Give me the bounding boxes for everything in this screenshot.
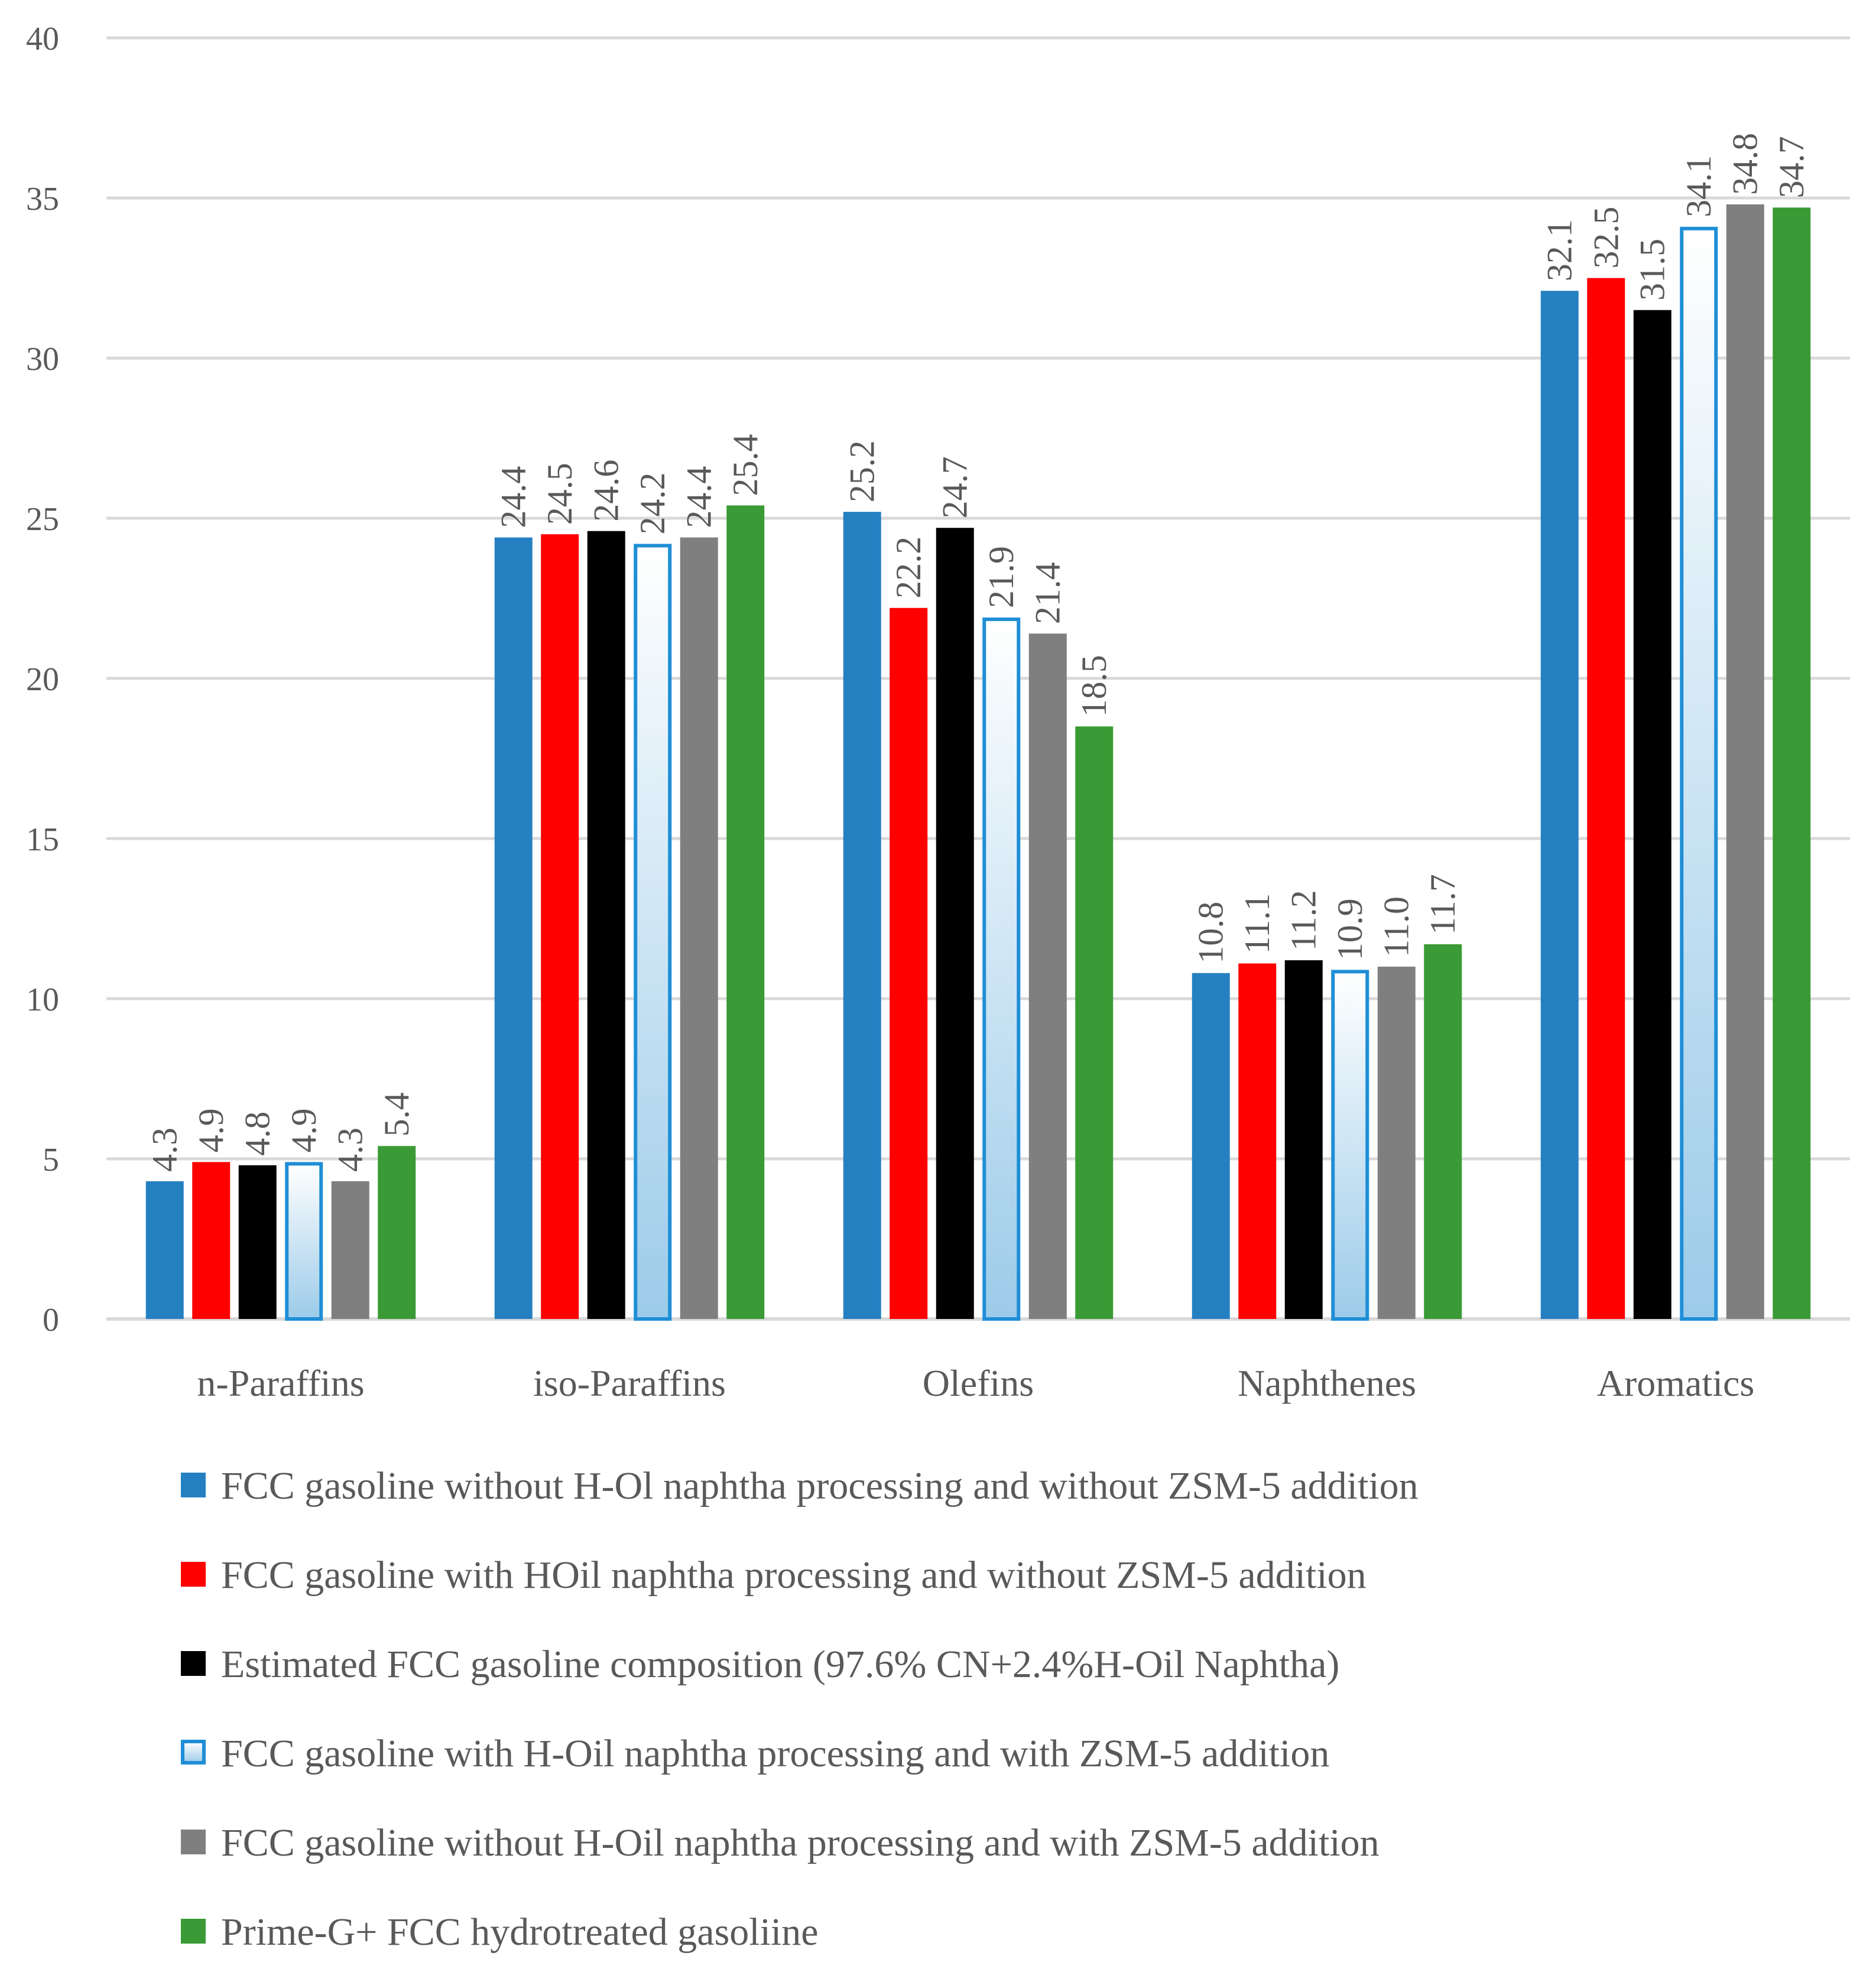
data-label: 34.7: [1772, 136, 1811, 198]
data-label: 18.5: [1075, 655, 1114, 717]
category-label: Aromatics: [1597, 1362, 1755, 1404]
legend-swatch: [181, 1473, 206, 1497]
bar: [1075, 726, 1114, 1319]
data-label: 34.1: [1679, 155, 1718, 217]
data-label: 4.3: [145, 1128, 184, 1172]
legend-swatch: [181, 1651, 206, 1676]
data-label: 5.4: [377, 1092, 416, 1136]
bar: [238, 1165, 277, 1319]
y-tick-label: 15: [26, 821, 59, 858]
bar: [680, 537, 718, 1319]
data-labels: 4.3 4.9 4.8 4.9 4.35.424.4 24.5 24.6 24.2 24.425…: [145, 133, 1812, 1172]
bar: [634, 544, 672, 1321]
y-tick-label: 20: [26, 661, 59, 698]
bar: [1284, 960, 1323, 1319]
data-label: 24.5: [540, 463, 579, 525]
data-label: 4.9: [284, 1108, 323, 1152]
data-label: 25.4: [726, 434, 765, 496]
data-label: 11.2: [1284, 890, 1323, 951]
data-label: 24.4: [494, 466, 533, 528]
data-label: 31.5: [1633, 239, 1672, 301]
data-label: 24.6: [587, 460, 626, 522]
data-label: 32.5: [1586, 207, 1625, 269]
bar: [1331, 970, 1369, 1321]
y-axis-tick-labels: 0 5 10 15 20 25 30 35 40: [26, 21, 59, 1338]
bar: [1238, 963, 1277, 1319]
bar: [1680, 226, 1718, 1321]
data-label: 4.9: [192, 1108, 231, 1152]
data-label: 21.9: [982, 546, 1021, 608]
category-labels: n-Paraffins iso-Paraffins Olefins Naphthene…: [197, 1362, 1754, 1404]
bar: [843, 512, 881, 1320]
bar: [1633, 310, 1671, 1320]
bar: [285, 1162, 323, 1321]
data-label: 25.2: [843, 440, 882, 502]
bar: [726, 505, 765, 1319]
bar: [587, 531, 625, 1320]
bars: [145, 204, 1811, 1321]
category-label: iso-Paraffins: [533, 1362, 726, 1404]
data-label: 21.4: [1028, 562, 1067, 624]
data-label: 24.7: [936, 456, 975, 518]
data-label: 4.8: [238, 1112, 277, 1156]
bar: [331, 1181, 369, 1319]
data-label: 34.8: [1726, 133, 1765, 195]
legend-label: FCC gasoline with H-Oil naphtha processi…: [221, 1732, 1329, 1775]
y-tick-label: 10: [26, 982, 59, 1018]
bar: [541, 534, 579, 1319]
legend-label: FCC gasoline without H-Oil naphtha proce…: [221, 1821, 1380, 1864]
data-label: 22.2: [889, 537, 928, 599]
data-label: 24.4: [680, 466, 719, 528]
legend-label: FCC gasoline without H-Ol naphtha proces…: [221, 1464, 1419, 1507]
bar: [1377, 966, 1416, 1319]
legend-label: Prime-G+ FCC hydrotreated gasoliine: [221, 1910, 819, 1954]
category-label: Olefins: [923, 1362, 1034, 1404]
data-label: 4.3: [331, 1128, 370, 1172]
legend-swatch: [181, 1919, 206, 1944]
data-label: 10.8: [1192, 902, 1231, 964]
bar: [494, 537, 533, 1319]
legend: FCC gasoline without H-Ol naphtha proces…: [181, 1464, 1419, 1954]
bar: [1540, 291, 1579, 1320]
bar: [378, 1146, 416, 1319]
bar: [890, 607, 928, 1319]
bar: [1424, 944, 1462, 1319]
data-label: 11.7: [1423, 874, 1462, 935]
bar: [145, 1181, 184, 1319]
bar: [936, 528, 974, 1319]
legend-swatch: [181, 1740, 206, 1765]
data-label: 10.9: [1330, 898, 1369, 960]
data-label: 32.1: [1540, 219, 1579, 281]
y-tick-label: 5: [43, 1142, 59, 1178]
y-tick-label: 40: [26, 21, 59, 57]
category-label: Naphthenes: [1238, 1362, 1416, 1404]
y-tick-label: 35: [26, 181, 59, 217]
data-label: 24.2: [633, 472, 672, 534]
category-label: n-Paraffins: [197, 1362, 364, 1404]
bar: [1028, 633, 1067, 1319]
y-tick-label: 25: [26, 501, 59, 538]
bar: [1192, 973, 1230, 1319]
y-tick-label: 0: [43, 1302, 59, 1338]
bar: [1773, 207, 1811, 1319]
legend-label: Estimated FCC gasoline composition (97.6…: [221, 1643, 1339, 1686]
data-label: 11.0: [1377, 896, 1416, 957]
bar: [982, 618, 1021, 1321]
bar: [192, 1162, 231, 1319]
data-label: 11.1: [1238, 893, 1277, 954]
legend-swatch: [181, 1830, 206, 1854]
legend-label: FCC gasoline with HOil naphtha processin…: [221, 1554, 1367, 1597]
legend-swatch: [181, 1562, 206, 1587]
y-tick-label: 30: [26, 341, 59, 378]
bar: [1587, 278, 1625, 1319]
bar: [1726, 204, 1764, 1320]
